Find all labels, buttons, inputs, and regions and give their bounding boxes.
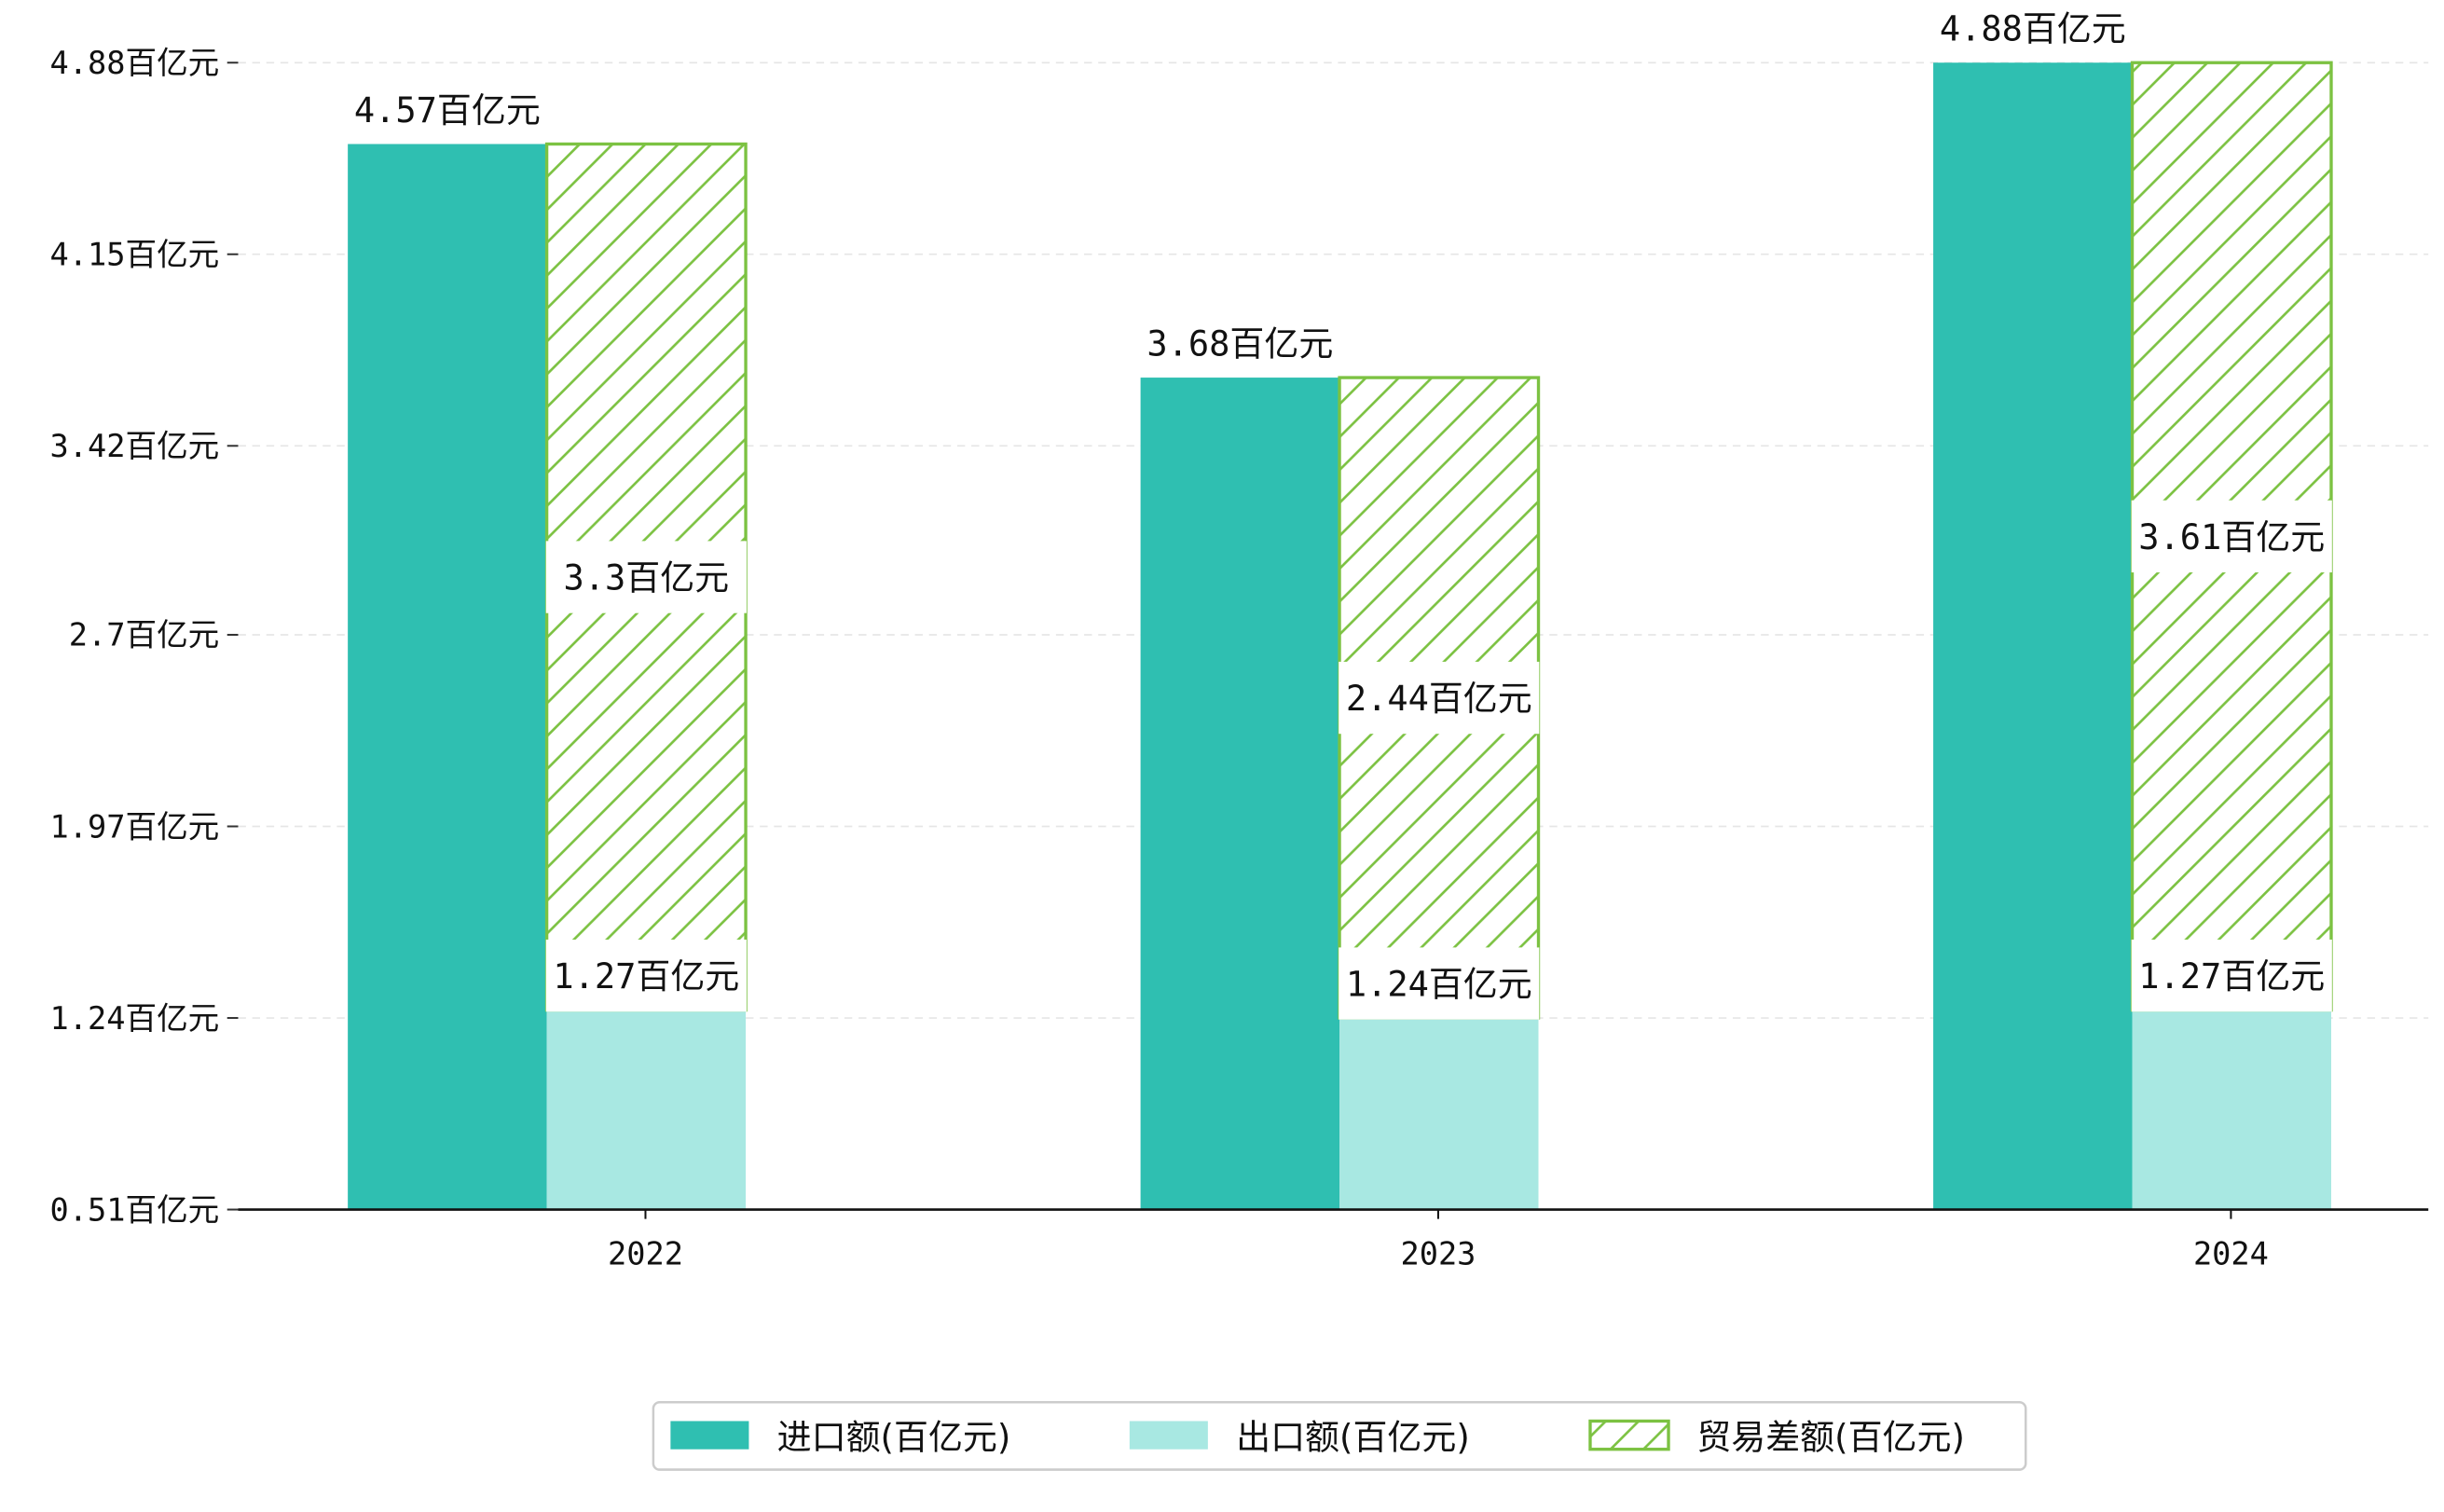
bar-import-2023 <box>1140 378 1340 1210</box>
value-label-balance: 3.3百亿元 <box>563 557 729 598</box>
value-label-bg <box>2131 939 2332 1012</box>
value-label-import: 4.88百亿元 <box>1940 9 2126 49</box>
bar-export-2022 <box>546 1010 747 1210</box>
x-tick-label: 2022 <box>608 1235 683 1271</box>
bar-export-2023 <box>1339 1018 1539 1210</box>
bars <box>348 61 2333 1210</box>
y-tick-label: 4.15百亿元 <box>50 237 220 273</box>
y-tick-label: 2.7百亿元 <box>69 617 220 653</box>
legend-swatch <box>1129 1421 1208 1450</box>
value-label-bg <box>2131 500 2332 573</box>
bar-export-2024 <box>2132 1010 2331 1210</box>
bar-import-2024 <box>1933 62 2133 1210</box>
legend-swatch <box>1588 1419 1670 1451</box>
y-tick-label: 1.97百亿元 <box>50 808 220 845</box>
value-label-export: 1.27百亿元 <box>553 956 739 997</box>
value-label-balance: 2.44百亿元 <box>1346 679 1532 719</box>
value-labels: 4.57百亿元 1.27百亿元 3.3百亿元 3.68百亿元 1.24百亿元 2.44百亿… <box>354 9 2332 1020</box>
axes: 0.51百亿元 1.24百亿元 1.97百亿元 2.7百亿元 3.42百亿元 4.15百亿… <box>50 45 2429 1271</box>
legend-label: 出口额(百亿元) <box>1236 1418 1470 1458</box>
legend-label: 进口额(百亿元) <box>777 1418 1011 1458</box>
value-label-export: 1.27百亿元 <box>2138 956 2325 997</box>
value-label-bg <box>545 939 747 1012</box>
value-label-bg <box>1339 661 1540 735</box>
bar-import-2022 <box>348 144 547 1210</box>
value-label-import: 4.57百亿元 <box>354 90 541 131</box>
value-label-balance: 3.61百亿元 <box>2138 517 2325 557</box>
value-label-bg <box>1339 947 1540 1020</box>
y-tick-label: 1.24百亿元 <box>50 1000 220 1037</box>
value-label-bg <box>545 541 747 613</box>
y-tick-label: 3.42百亿元 <box>50 428 220 464</box>
y-tick-label: 4.88百亿元 <box>50 45 220 81</box>
y-tick-label: 0.51百亿元 <box>50 1191 220 1228</box>
value-label-export: 1.24百亿元 <box>1346 964 1532 1004</box>
x-tick-label: 2024 <box>2193 1235 2269 1271</box>
x-tick-label: 2023 <box>1400 1235 1476 1271</box>
legend-label: 贸易差额(百亿元) <box>1696 1418 1965 1458</box>
legend: 进口额(百亿元) 出口额(百亿元) 贸易差额(百亿元) <box>652 1401 2027 1471</box>
legend-box <box>652 1401 2027 1471</box>
value-label-import: 3.68百亿元 <box>1146 324 1333 364</box>
legend-swatch <box>670 1421 749 1450</box>
